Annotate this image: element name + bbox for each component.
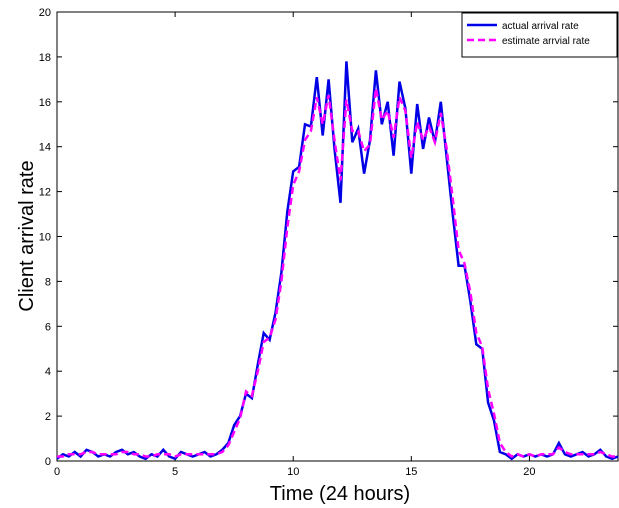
x-tick-label: 10 [287,466,299,478]
y-tick-label: 20 [39,7,51,19]
y-tick-label: 14 [39,142,51,154]
legend-label: actual arrival rate [502,21,579,32]
x-tick-label: 0 [54,466,60,478]
x-tick-label: 15 [405,466,417,478]
y-axis-label: Client arrival rate [16,160,38,311]
y-tick-label: 4 [45,366,51,378]
y-tick-label: 6 [45,321,51,333]
legend-label: estimate arrvial rate [502,36,590,47]
y-tick-label: 16 [39,97,51,109]
x-tick-label: 20 [523,466,535,478]
legend-box [461,12,618,58]
y-tick-label: 2 [45,411,51,423]
legend: actual arrival rate estimate arrvial rate [461,12,618,58]
y-tick-label: 18 [39,52,51,64]
y-tick-label: 12 [39,187,51,199]
y-tick-label: 0 [45,456,51,468]
x-tick-label: 5 [172,466,178,478]
x-axis-label: Time (24 hours) [270,483,410,505]
plot-area [56,11,619,462]
y-tick-label: 8 [45,276,51,288]
series-line [57,88,618,458]
series-line [56,61,619,461]
y-tick-label: 10 [39,232,51,244]
